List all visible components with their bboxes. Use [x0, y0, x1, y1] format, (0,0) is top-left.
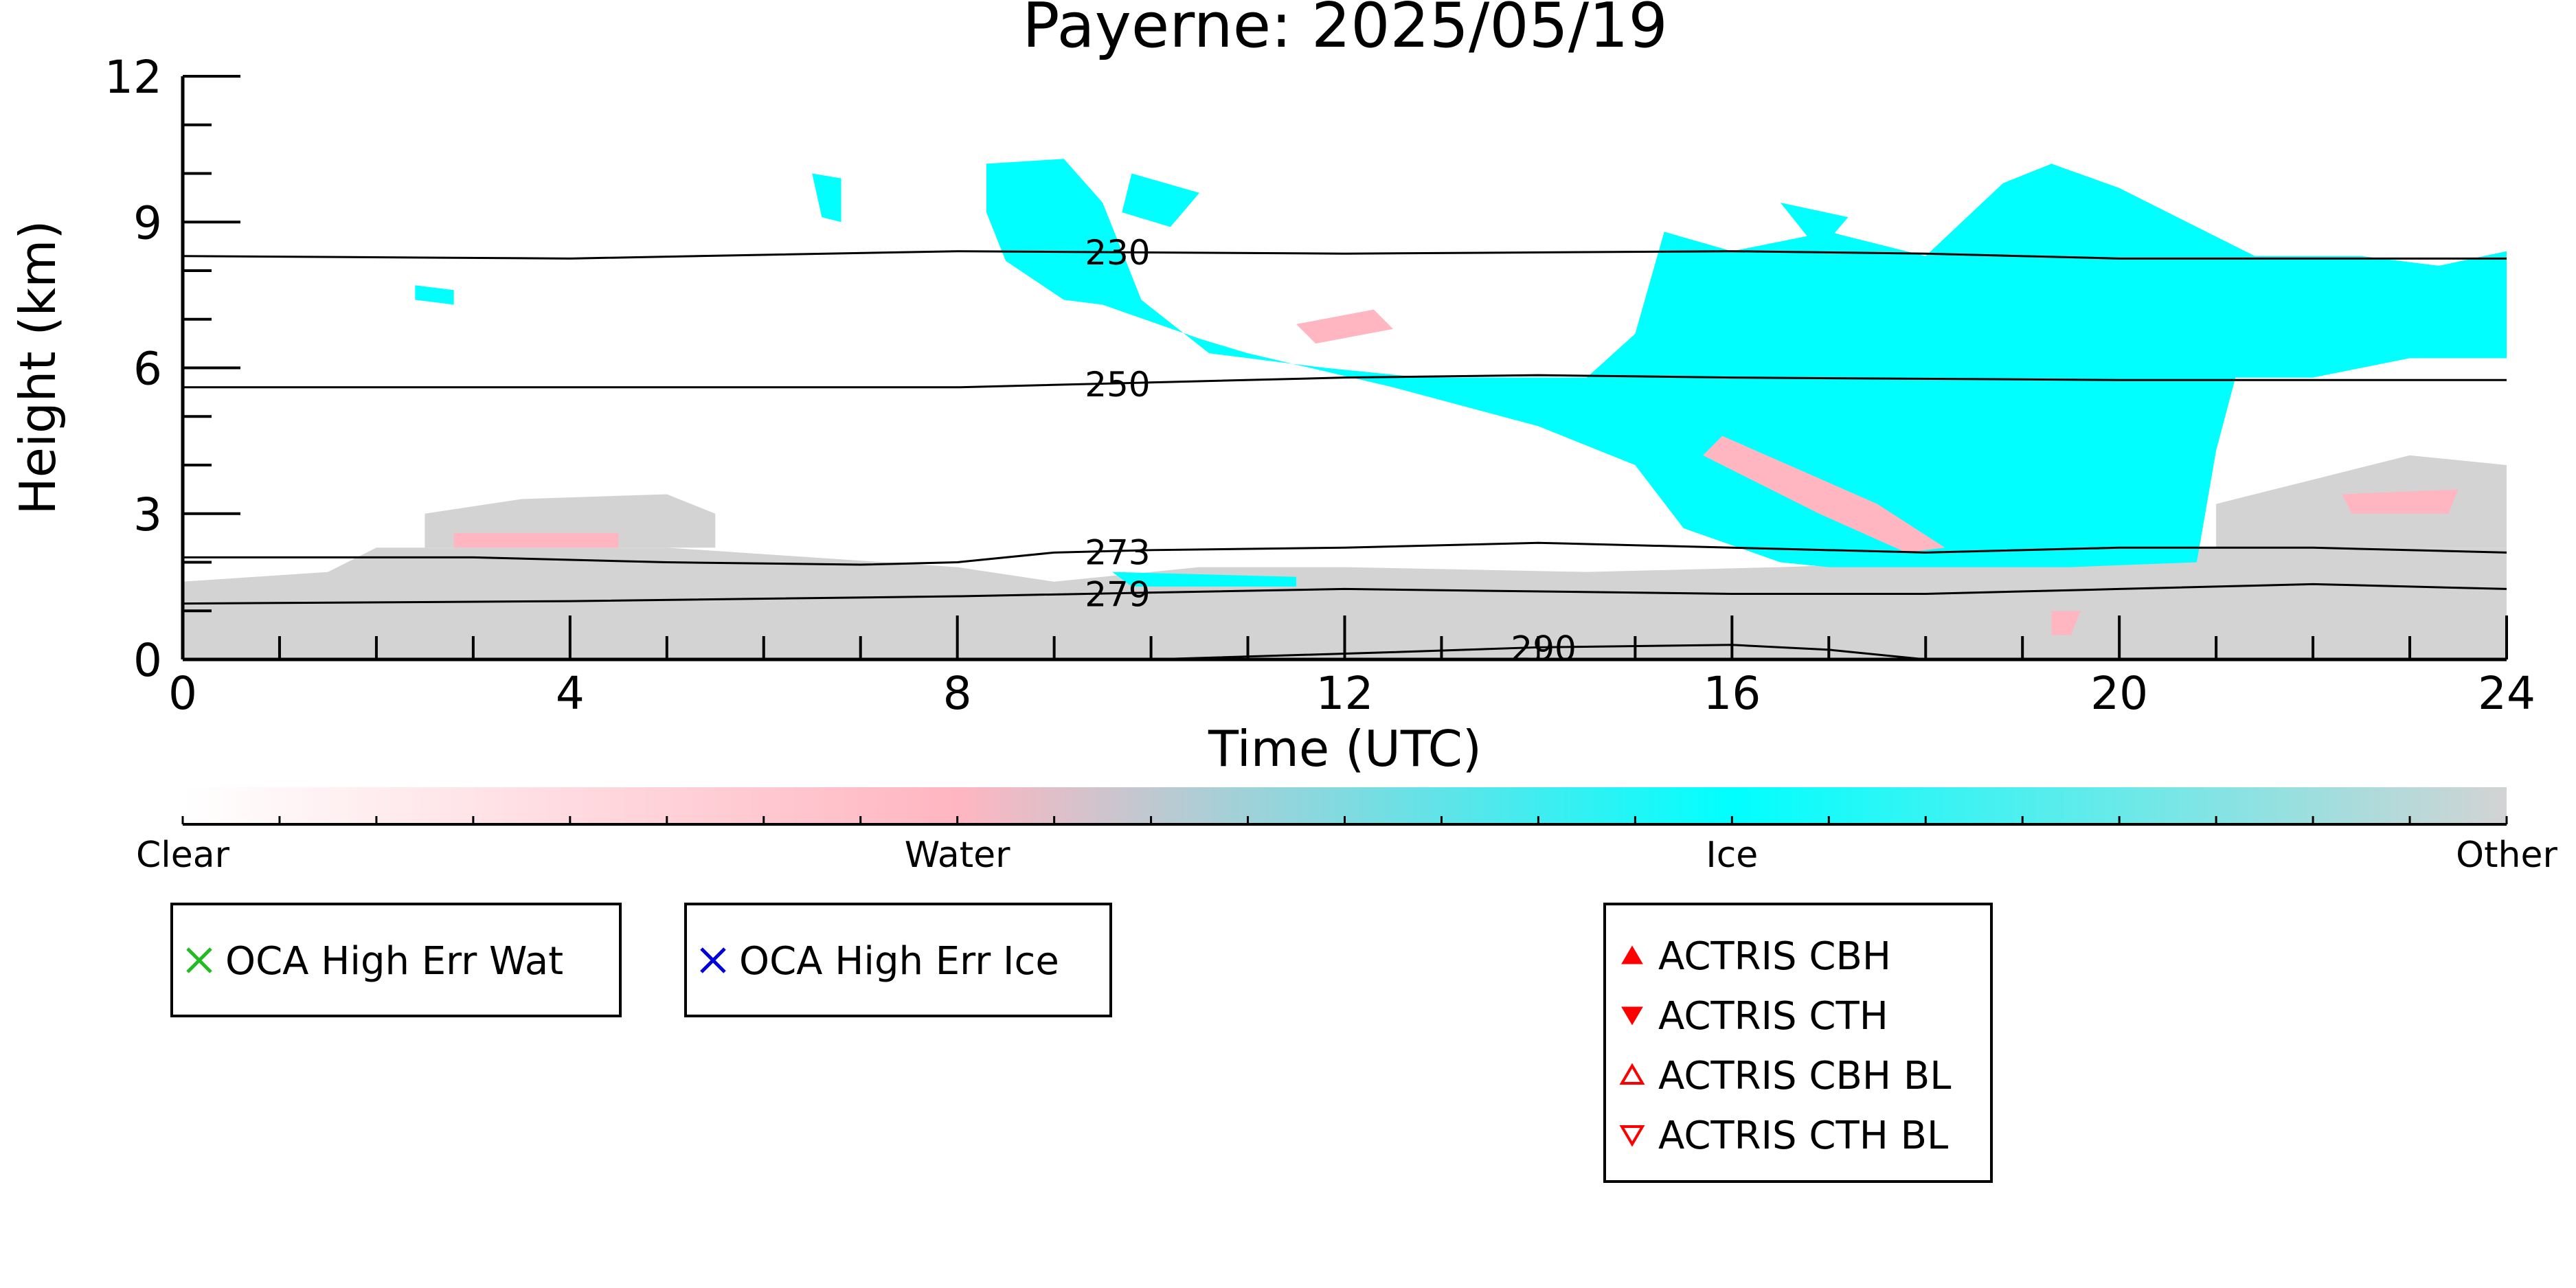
contour-line-279: [182, 583, 2507, 605]
contour-label-230: 230: [1085, 233, 1150, 273]
chart-title: Payerne: 2025/05/19: [1022, 0, 1668, 62]
legend-marker-triangle-up-filled: [1621, 945, 1643, 964]
legend-marker-x: [186, 947, 212, 973]
colorbar-ticks: Clear Water Ice Other: [136, 816, 2557, 876]
colorbar-label-clear: Clear: [136, 835, 230, 876]
region-water-9: [1296, 309, 1393, 344]
legend-label: ACTRIS CTH BL: [1658, 1114, 1948, 1158]
colorbar-label-water: Water: [905, 835, 1010, 876]
legend-marker-triangle-up-open: [1619, 1063, 1645, 1085]
y-tick-label: 6: [133, 343, 162, 396]
region-other-0: [183, 547, 2507, 659]
y-tick-label: 9: [133, 196, 162, 249]
x-tick-label: 8: [943, 667, 972, 720]
legend-marker-triangle-down-filled: [1621, 1006, 1643, 1026]
contour-label-290: 290: [1511, 629, 1576, 669]
region-water-10: [1703, 436, 1945, 553]
legend-box-2: [1603, 903, 1993, 1183]
region-water-11: [453, 533, 619, 548]
x-tick-label: 4: [556, 667, 585, 720]
region-ice-3: [986, 159, 2507, 567]
x-tick-label: 0: [168, 667, 197, 720]
x-tick-label: 12: [1316, 667, 1374, 720]
region-ice-7: [1122, 173, 1200, 227]
x-tick-label: 20: [2090, 667, 2148, 720]
legend-marker-x: [700, 947, 726, 973]
contour-line-230: [182, 250, 2507, 260]
legend-label: ACTRIS CBH: [1658, 934, 1891, 979]
contour-label-273: 273: [1085, 532, 1150, 572]
colorbar-label-other: Other: [2456, 835, 2557, 876]
region-water-13: [2342, 489, 2459, 514]
y-tick-label: 0: [133, 634, 162, 687]
contour-label-279: 279: [1085, 575, 1150, 615]
x-tick-label: 24: [2478, 667, 2535, 720]
region-ice-8: [1112, 572, 1297, 587]
region-ice-5: [812, 173, 841, 223]
legend-box-0: [170, 903, 622, 1017]
legend-label: ACTRIS CTH: [1658, 994, 1888, 1039]
x-axis-label: Time (UTC): [1208, 720, 1482, 778]
y-tick-label: 12: [104, 51, 162, 104]
region-water-12: [2051, 611, 2081, 635]
contour-label-250: 250: [1085, 365, 1150, 405]
colorbar-label-ice: Ice: [1706, 835, 1758, 876]
x-ticks: 0 4 8 12 16 20 24: [168, 615, 2535, 720]
y-tick-label: 3: [133, 488, 162, 541]
legend-marker-triangle-down-open: [1619, 1125, 1645, 1147]
region-ice-6: [415, 285, 454, 305]
legend-label: OCA High Err Ice: [739, 939, 1059, 984]
y-axis-label: Height (km): [9, 221, 67, 515]
legend-label: OCA High Err Wat: [225, 939, 563, 984]
x-tick-label: 16: [1703, 667, 1761, 720]
contour-line-250: [183, 374, 2507, 389]
legends: OCA High Err Wat OCA High Err Ice ACTRIS C…: [170, 903, 1993, 1183]
contour-line-273: [183, 541, 2507, 566]
region-ice-4: [1780, 202, 1849, 251]
classification-regions: [183, 159, 2507, 659]
legend-box-1: [684, 903, 1112, 1017]
legend-label: ACTRIS CBH BL: [1658, 1054, 1951, 1098]
y-ticks: 0 3 6 9 12: [104, 51, 240, 687]
